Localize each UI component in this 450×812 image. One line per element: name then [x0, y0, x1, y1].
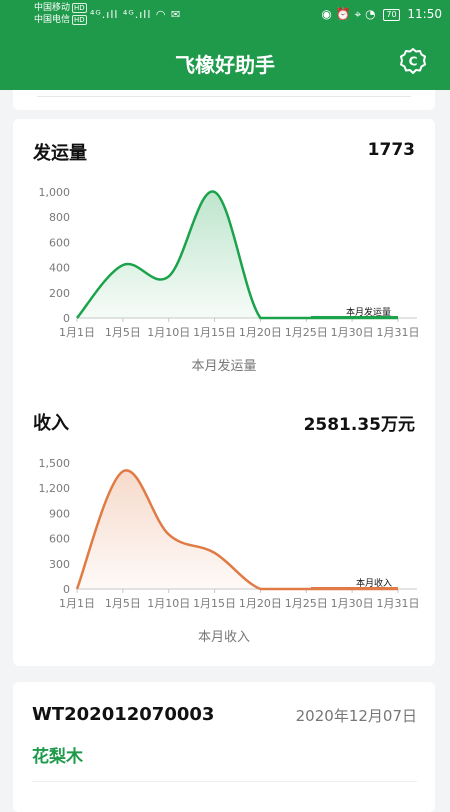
battery-icon: 70: [383, 9, 400, 21]
signal-icon: ⁴ᴳ.ıll ⁴ᴳ.ıll ◠ ✉: [90, 8, 182, 21]
shipment-y-tick-label: 1,000: [39, 186, 71, 199]
income-y-tick-label: 1,200: [39, 482, 71, 495]
order-goods: 花梨木: [32, 747, 83, 767]
shipment-y-tick-label: 0: [63, 312, 70, 325]
app-header: 飞橡好助手 C: [0, 32, 450, 90]
status-bar: 中国移动 HD 中国电信 HD ⁴ᴳ.ıll ⁴ᴳ.ıll ◠ ✉ ◉ ⏰ ⌖ ◔ …: [0, 0, 450, 32]
income-area-fill: [77, 470, 398, 589]
income-x-tick-label: 1月20日: [239, 597, 282, 610]
shipment-y-tick-label: 200: [49, 287, 70, 300]
income-x-tick-label: 1月15日: [193, 597, 236, 610]
income-x-tick-label: 1月31日: [377, 597, 420, 610]
shipment-area-fill: [77, 191, 398, 318]
shipment-y-tick-label: 800: [49, 211, 70, 224]
page-title: 飞橡好助手: [175, 53, 275, 77]
carrier-1: 中国移动: [34, 3, 71, 13]
svg-text:C: C: [409, 55, 418, 69]
alarm-icon: ⏰: [335, 7, 351, 21]
income-y-tick-label: 1,500: [39, 457, 71, 470]
divider: [32, 781, 417, 782]
hd-badge-2: HD: [72, 15, 87, 25]
shipment-x-tick-label: 1月31日: [377, 326, 420, 339]
shipment-chart-body: 0 200 400 600 800 1,000 1月1日 1月5日 1月10日 1月15日 1月20…: [39, 186, 420, 339]
income-title: 收入: [33, 413, 69, 434]
shipment-legend: 本月发运量: [346, 306, 391, 318]
shipment-y-tick-label: 400: [49, 262, 70, 275]
income-y-tick-label: 900: [49, 507, 70, 520]
carrier-2: 中国电信: [34, 15, 71, 25]
divider: [37, 96, 411, 97]
income-x-tick-label: 1月1日: [59, 597, 95, 610]
income-x-tick-label: 1月30日: [331, 597, 374, 610]
shipment-x-tick-label: 1月30日: [331, 326, 374, 339]
income-legend: 本月收入: [356, 577, 392, 589]
shipment-x-tick-label: 1月1日: [59, 326, 95, 339]
shipment-chart: 0 200 400 600 800 1,000 1月1日 1月5日 1月10日 1月15日 1月20…: [39, 186, 420, 339]
income-caption: 本月收入: [197, 630, 250, 645]
previous-card-edge: [13, 90, 435, 110]
shipment-total: 1773: [367, 140, 415, 160]
hd-badge-1: HD: [72, 3, 87, 13]
income-y-tick-label: 300: [49, 558, 70, 571]
income-total: 2581.35万元: [303, 415, 415, 435]
order-number: WT202012070003: [32, 704, 215, 725]
location-icon: ⌖: [354, 7, 362, 21]
income-y-tick-label: 600: [49, 533, 70, 546]
carrier-info: 中国移动 HD 中国电信 HD: [34, 2, 87, 26]
order-date: 2020年12月07日: [295, 707, 417, 725]
income-x-tick-label: 1月25日: [285, 597, 328, 610]
status-icons: ◉ ⏰ ⌖ ◔ 70 11:50: [321, 7, 442, 22]
shipment-title: 发运量: [33, 143, 87, 164]
income-x-tick-label: 1月10日: [147, 597, 190, 610]
eye-icon: ◉: [321, 7, 332, 21]
shipment-x-tick-label: 1月25日: [285, 326, 328, 339]
income-x-tick-label: 1月5日: [105, 597, 141, 610]
income-y-tick-label: 0: [63, 583, 70, 596]
shipment-caption: 本月发运量: [191, 359, 257, 374]
shipment-x-tick-label: 1月15日: [193, 326, 236, 339]
shipment-x-tick-label: 1月20日: [239, 326, 282, 339]
statistics-card: 发运量 1773 0 200 400 600 800 1,000 1月1日 1月5日 1月10日…: [13, 119, 435, 666]
order-card[interactable]: WT202012070003 2020年12月07日 花梨木: [13, 682, 435, 812]
shipment-x-tick-label: 1月10日: [147, 326, 190, 339]
settings-button[interactable]: C: [398, 46, 428, 76]
clock-time: 11:50: [407, 7, 442, 21]
shipment-y-tick-label: 600: [49, 236, 70, 249]
speed-icon: ◔: [365, 7, 376, 21]
shipment-x-tick-label: 1月5日: [105, 326, 141, 339]
settings-c-icon: C: [400, 48, 426, 74]
